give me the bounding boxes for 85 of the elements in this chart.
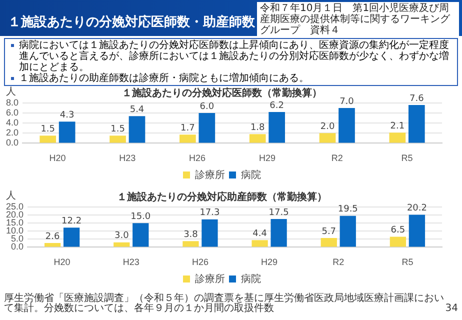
x-tick-label: H20 — [49, 153, 66, 164]
data-label: 6.5 — [390, 226, 406, 236]
text: 34 — [445, 303, 458, 314]
bar — [252, 240, 268, 247]
text: 厚生労働省「医療施設調査」（令和５年）の調査票を基に厚生労働省医政局地域医療計画課において集計。分娩数については、各年９月の１か月間の取扱件数 — [4, 293, 445, 314]
y-tick-label: 4.0 — [6, 118, 19, 128]
x-tick-label: H26 — [189, 153, 206, 164]
x-tick-label: R5 — [401, 153, 413, 164]
y-tick-label: 20.0 — [6, 210, 24, 220]
bar — [249, 134, 266, 143]
bar — [408, 105, 425, 143]
y-tick-label: 15.0 — [6, 218, 24, 228]
data-label: 3.0 — [114, 231, 130, 242]
bar — [319, 133, 336, 143]
data-label: 19.5 — [338, 204, 358, 215]
bar — [44, 243, 61, 247]
text: １施設あたりの分娩対応医師数・助産師数 — [8, 14, 255, 31]
bar — [270, 219, 287, 247]
y-axis-title: 人 — [6, 86, 16, 98]
data-label: 1.7 — [180, 124, 195, 134]
data-label: 3.8 — [184, 230, 198, 240]
x-tick-label: H29 — [261, 257, 278, 268]
bar — [390, 236, 406, 247]
data-label: 1.8 — [250, 123, 266, 133]
bar — [40, 136, 56, 143]
data-label: 5.7 — [322, 226, 336, 237]
data-label: 4.4 — [252, 228, 268, 239]
y-tick-label: 6.0 — [6, 108, 19, 118]
data-label: 6.2 — [270, 100, 284, 111]
y-tick-label: 25.0 — [6, 201, 24, 212]
legend-label: 診療所 — [195, 168, 225, 181]
y-tick-label: 5.0 — [11, 234, 24, 244]
text: 令和７年10月１日 第1回小児医療及び周産期医療の提供体制等に関するワーキンググループ 資料４ — [257, 2, 459, 37]
y-tick-label: 0.0 — [6, 138, 19, 148]
x-tick-label: H26 — [192, 257, 208, 268]
bar — [114, 242, 130, 247]
data-label: 12.2 — [62, 216, 82, 226]
data-label: 2.6 — [45, 232, 60, 242]
bar — [202, 219, 218, 247]
bar — [110, 136, 126, 143]
data-label: 2.0 — [320, 122, 335, 132]
data-label: 15.0 — [130, 212, 151, 222]
bar — [408, 214, 426, 247]
data-label: 7.6 — [409, 94, 424, 104]
x-tick-label: R2 — [332, 257, 344, 268]
bar — [340, 216, 356, 247]
x-tick-label: R2 — [331, 153, 343, 164]
text: １施設あたりの助産師数は診療所・病院ともに増加傾向にある。 — [19, 73, 309, 84]
y-tick-label: 10.0 — [6, 226, 24, 236]
bar — [338, 108, 355, 143]
data-label: 5.4 — [130, 104, 144, 115]
bar — [268, 112, 285, 143]
y-tick-label: 8.0 — [6, 97, 19, 108]
legend-label: 病院 — [241, 168, 261, 181]
data-label: 17.3 — [200, 208, 220, 218]
bar — [58, 122, 76, 143]
data-label: 20.2 — [406, 204, 427, 214]
chart-title: １施設あたりの分娩対応医師数（常勤換算） — [122, 86, 322, 99]
data-label: 1.5 — [110, 124, 125, 135]
bar — [180, 134, 196, 143]
legend-label: 診療所 — [195, 272, 225, 285]
x-tick-label: H20 — [54, 257, 70, 268]
data-label: 1.5 — [40, 124, 56, 135]
legend-label: 病院 — [241, 272, 261, 285]
chart-title: １施設あたりの分娩対応助産師数（常勤換算） — [117, 190, 327, 203]
bar — [63, 228, 80, 247]
bar — [128, 116, 146, 143]
x-tick-label: H29 — [258, 153, 276, 164]
data-label: 17.5 — [268, 208, 289, 218]
bar — [132, 223, 149, 247]
data-label: 7.0 — [340, 96, 354, 107]
bar — [320, 238, 337, 247]
x-tick-label: H23 — [119, 153, 136, 164]
bar — [389, 132, 406, 143]
x-tick-label: H23 — [122, 257, 140, 268]
x-tick-label: R5 — [402, 257, 414, 268]
bar — [182, 241, 199, 247]
text: 病院においては１施設あたりの分娩対応医師数は上昇傾向にあり、医療資源の集約化が一定程度進んでいると言えるが、診療所においては１施設あたりの分別対応医師数が少なく、わずかな増加にとどまる。 — [19, 40, 449, 73]
y-tick-label: 0.0 — [11, 242, 24, 252]
data-label: 6.0 — [200, 102, 214, 112]
data-label: 2.1 — [390, 121, 405, 132]
bar — [198, 113, 216, 143]
data-label: 4.3 — [60, 110, 74, 120]
y-tick-label: 2.0 — [6, 128, 19, 138]
y-axis-title: 人 — [6, 190, 16, 202]
